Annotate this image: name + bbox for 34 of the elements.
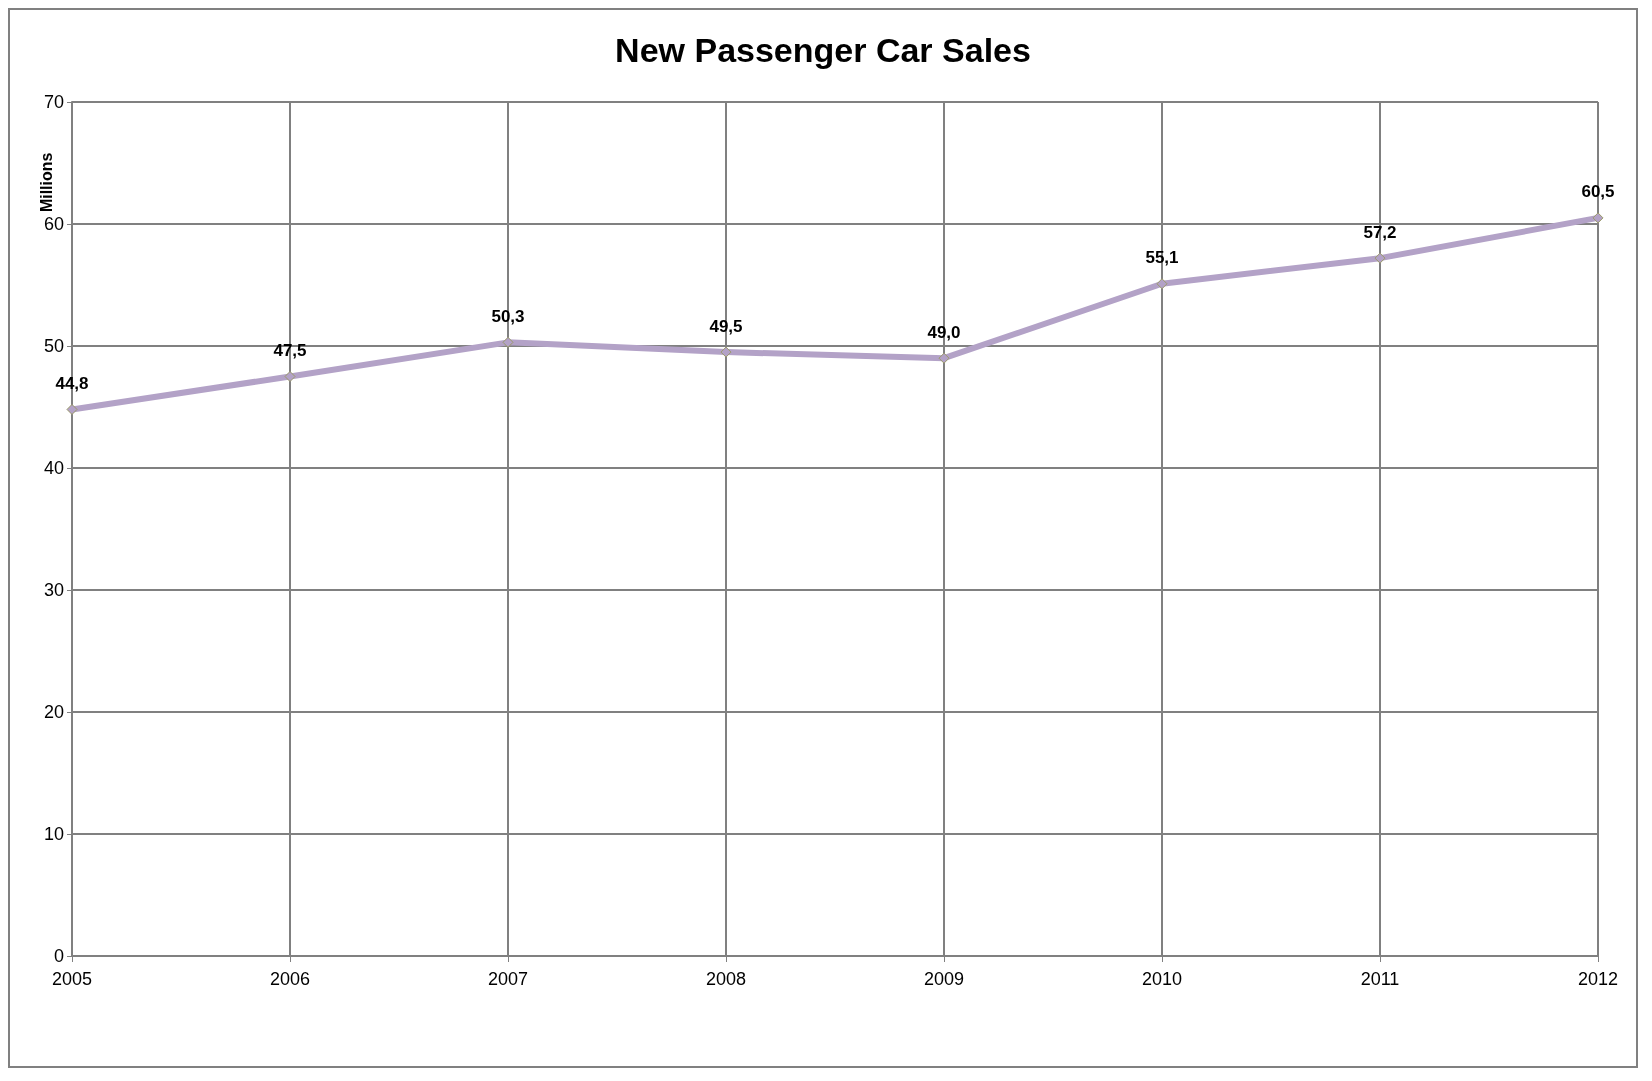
y-tick-label: 10 <box>43 824 64 844</box>
data-label: 57,2 <box>1363 222 1397 242</box>
data-label: 60,5 <box>1581 182 1615 202</box>
x-tick-label: 2007 <box>487 969 529 989</box>
y-tick-label: 20 <box>43 702 64 722</box>
data-label: 49,0 <box>927 322 961 342</box>
chart-title: New Passenger Car Sales <box>615 31 1031 69</box>
y-tick-label: 0 <box>53 946 64 966</box>
point <box>1592 212 1604 224</box>
data-label: 55,1 <box>1145 248 1179 268</box>
y-tick-label: 70 <box>43 92 64 112</box>
point <box>66 403 78 415</box>
x-tick-label: 2008 <box>705 969 747 989</box>
data-label: 50,3 <box>491 306 525 326</box>
x-tick-label: 2012 <box>1577 969 1619 989</box>
point <box>502 336 514 348</box>
point <box>1374 252 1386 264</box>
y-tick-label: 60 <box>43 214 64 234</box>
x-tick-label: 2011 <box>1360 969 1400 989</box>
point <box>284 371 296 382</box>
x-tick-label: 2009 <box>923 969 965 989</box>
x-tick-label: 2010 <box>1141 969 1183 989</box>
data-label: 44,8 <box>55 373 89 393</box>
y-axis-title: Millions <box>37 152 55 213</box>
data-label: 49,5 <box>709 316 743 336</box>
y-tick-label: 30 <box>43 580 64 600</box>
data-label: 47,5 <box>273 341 307 360</box>
point <box>720 346 732 358</box>
point <box>938 352 950 364</box>
point <box>1156 278 1168 290</box>
y-tick-label: 40 <box>43 458 64 478</box>
x-tick-label: 2006 <box>269 969 311 989</box>
y-tick-label: 50 <box>43 336 64 356</box>
x-tick-label: 2005 <box>51 969 93 989</box>
